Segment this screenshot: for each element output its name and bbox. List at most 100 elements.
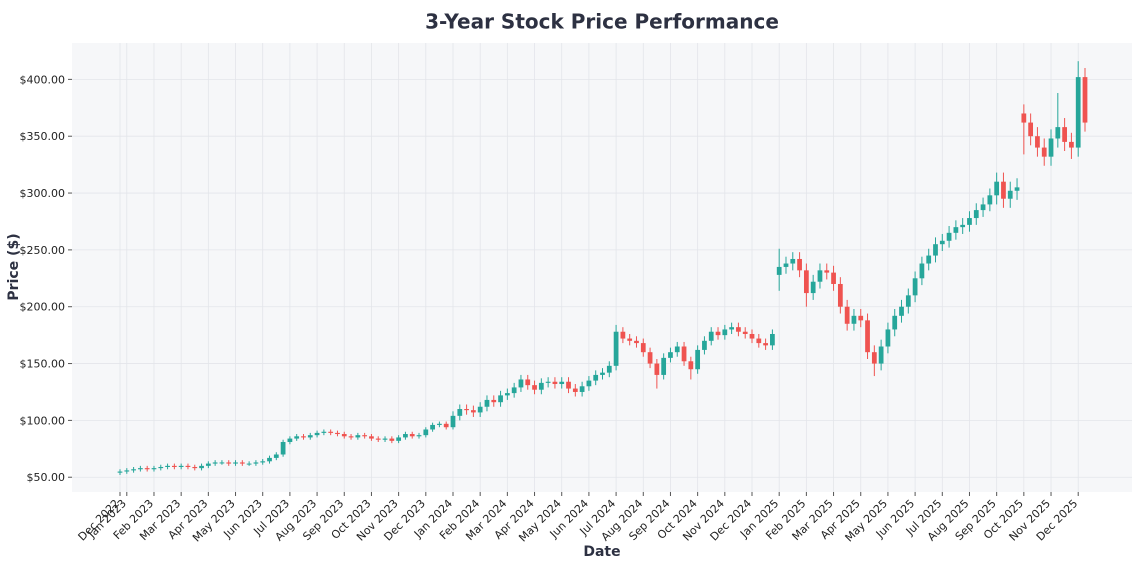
plot-area — [72, 43, 1132, 492]
y-tick-label: $400.00 — [20, 73, 66, 86]
candle-body — [640, 343, 646, 353]
candle-body — [1007, 190, 1013, 199]
candle-body — [287, 438, 293, 442]
candle-body — [382, 438, 388, 440]
candle-body — [185, 465, 191, 467]
candle-body — [416, 435, 422, 437]
candle-body — [423, 429, 429, 436]
candle-body — [355, 435, 361, 438]
candle-body — [960, 224, 966, 228]
candle-body — [525, 379, 531, 386]
candle-body — [1001, 181, 1006, 199]
candle-body — [138, 468, 143, 470]
candle-body — [178, 465, 184, 467]
candle-body — [865, 320, 870, 353]
y-tick-label: $100.00 — [20, 414, 66, 427]
candle-body — [919, 263, 925, 279]
candle-body — [294, 436, 300, 439]
candle-body — [606, 365, 612, 373]
candle-body — [593, 374, 599, 381]
candle-body — [674, 346, 680, 353]
y-tick-label: $150.00 — [20, 358, 66, 371]
candle-body — [307, 435, 313, 438]
candle-body — [613, 331, 619, 366]
candle-body — [1021, 113, 1027, 123]
candle-body — [491, 399, 497, 403]
candle-body — [681, 346, 687, 362]
candle-body — [321, 431, 327, 433]
candle-body — [844, 306, 850, 324]
candle-body — [314, 432, 320, 436]
candle-body — [824, 270, 830, 273]
candle-body — [729, 327, 734, 330]
candle-body — [484, 399, 490, 407]
chart-title: 3-Year Stock Price Performance — [425, 10, 779, 34]
candle-body — [654, 363, 660, 375]
candle-body — [280, 441, 286, 455]
candle-body — [328, 431, 334, 433]
candle-body — [770, 333, 775, 346]
candle-body — [443, 423, 449, 428]
candle-body — [953, 227, 959, 233]
candle-body — [702, 340, 707, 350]
candle-body — [504, 393, 510, 396]
y-tick-label: $50.00 — [27, 471, 66, 484]
candle-body — [926, 255, 932, 264]
candle-body — [661, 357, 667, 375]
candle-body — [736, 327, 741, 332]
candle-body — [749, 333, 755, 339]
candle-body — [369, 436, 374, 439]
candle-body — [375, 438, 381, 440]
candle-body — [1055, 127, 1061, 139]
candle-body — [1062, 127, 1067, 142]
candle-body — [471, 410, 476, 413]
candle-body — [552, 381, 558, 385]
candle-body — [1048, 138, 1054, 157]
candle-body — [437, 423, 442, 425]
candle-body — [477, 406, 483, 413]
candle-body — [987, 195, 993, 205]
candle-body — [335, 432, 340, 435]
candle-body — [878, 346, 884, 364]
candle-body — [144, 468, 150, 470]
candle-body — [233, 462, 238, 464]
candle-body — [871, 352, 877, 364]
candle-body — [803, 270, 809, 294]
candle-body — [647, 352, 653, 364]
candle-body — [851, 315, 857, 324]
candle-body — [790, 258, 796, 264]
candle-body — [831, 272, 836, 284]
candle-body — [742, 331, 748, 334]
candle-body — [158, 466, 164, 469]
candle-body — [797, 258, 802, 271]
candle-body — [905, 295, 911, 307]
candle-body — [219, 462, 225, 464]
candle-body — [1041, 147, 1047, 157]
candle-body — [124, 470, 130, 472]
candle-body — [260, 461, 266, 463]
candle-body — [980, 204, 986, 211]
candle-body — [192, 466, 198, 469]
candle-body — [151, 468, 157, 470]
candle-body — [620, 331, 626, 339]
candle-body — [783, 263, 789, 267]
candle-body — [165, 465, 170, 467]
candle-body — [396, 437, 402, 441]
candle-body — [212, 462, 218, 464]
candle-body — [1028, 122, 1034, 137]
y-tick-label: $250.00 — [20, 244, 66, 257]
candle-body — [301, 436, 306, 438]
candle-body — [634, 340, 639, 344]
candle-body — [253, 462, 259, 464]
candles — [117, 61, 1088, 475]
candle-body — [892, 315, 898, 330]
candle-body — [586, 380, 592, 387]
candle-body — [239, 462, 245, 464]
candle-body — [409, 434, 415, 437]
candle-body — [464, 409, 469, 411]
candle-body — [1069, 141, 1074, 148]
candle-body — [695, 349, 701, 370]
candle-body — [933, 244, 938, 256]
candle-body — [273, 454, 279, 458]
candle-body — [600, 372, 605, 375]
